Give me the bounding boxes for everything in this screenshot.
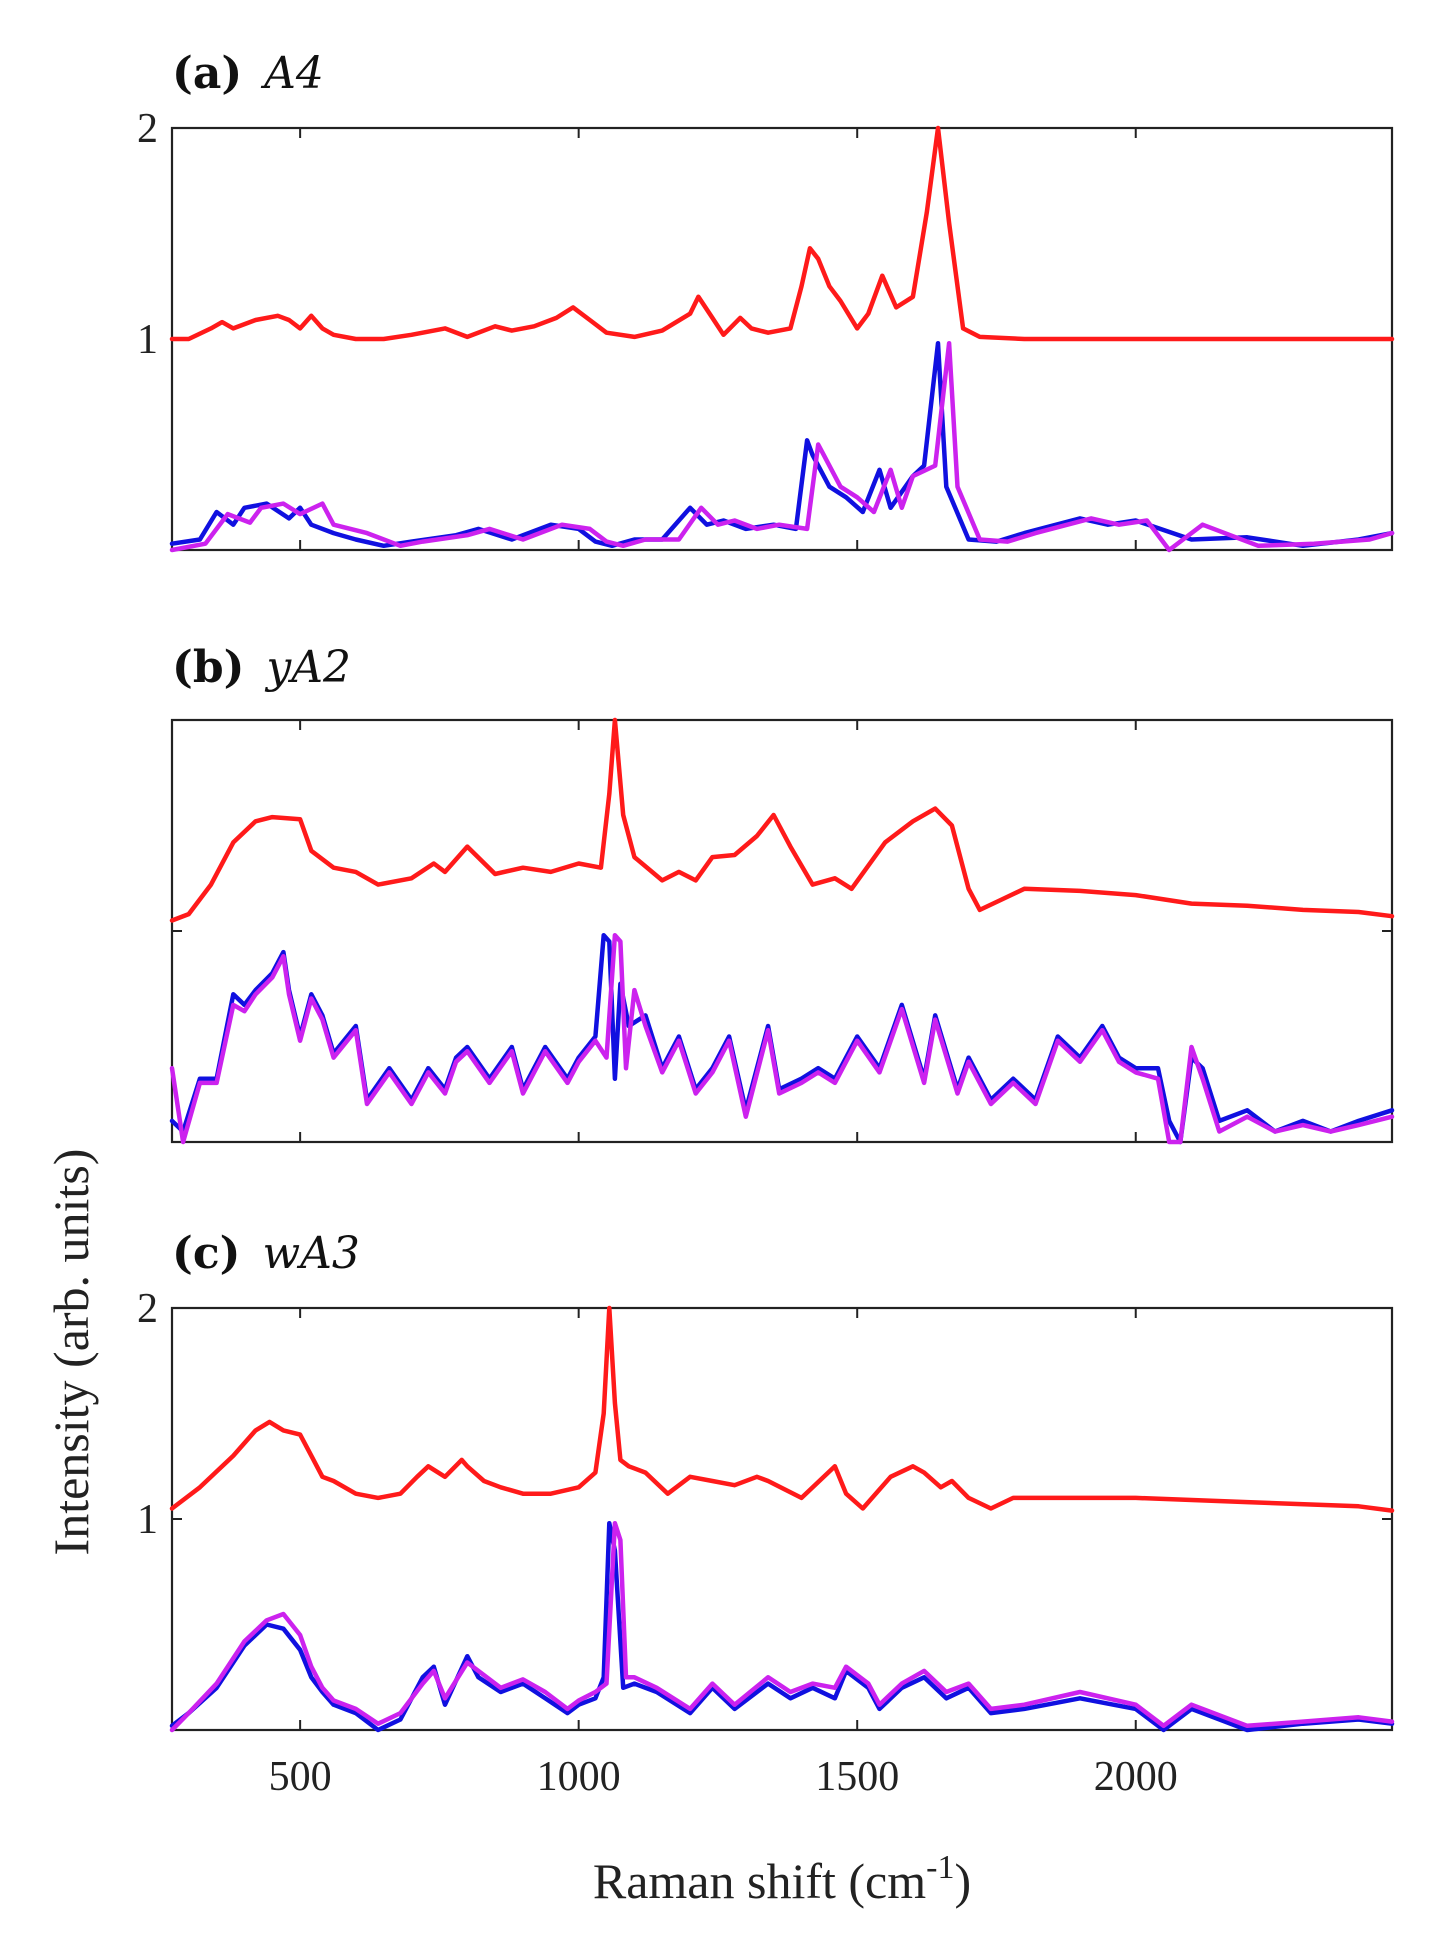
x-axis-label-close: ) xyxy=(954,1853,971,1909)
panel-c-series-upper-line xyxy=(169,1305,1395,1513)
panel-a-series xyxy=(169,125,1395,553)
panel-c-ticks xyxy=(172,1307,1392,1730)
panel-c-name: wA3 xyxy=(262,1228,359,1279)
x-tick-label-1000: 1000 xyxy=(537,1754,621,1800)
panel-b: (b) yA2 xyxy=(169,642,1395,1145)
panel-c-frame xyxy=(170,1306,1394,1732)
panel-c-series-lower-2-line xyxy=(169,1520,1395,1733)
panel-a-series-lower-2-line xyxy=(169,340,1395,553)
panel-b-frame xyxy=(170,718,1394,1144)
panel-c-ytick-2: 2 xyxy=(137,1286,158,1332)
panel-c-series xyxy=(169,1305,1395,1733)
panel-a-ytick-2: 2 xyxy=(137,106,158,152)
panel-a-ytick-1: 1 xyxy=(137,317,158,363)
panel-a-title: (a) A4 xyxy=(172,48,324,99)
panel-c-title: (c) wA3 xyxy=(172,1228,360,1279)
panel-a: (a) A4 2 1 xyxy=(137,48,1395,553)
panel-b-series xyxy=(169,717,1395,1145)
panel-b-title: (b) yA2 xyxy=(172,642,351,693)
panel-c: (c) wA3 2 1 xyxy=(137,1228,1395,1733)
panel-c-ytick-1: 1 xyxy=(137,1497,158,1543)
x-tick-label-1500: 1500 xyxy=(815,1754,899,1800)
x-axis-label: Raman shift (cm-1) xyxy=(593,1849,971,1909)
panel-a-series-lower-1-line xyxy=(169,340,1395,549)
panel-b-series-upper-line xyxy=(169,717,1395,923)
y-axis-label: Intensity (arb. units) xyxy=(43,1149,99,1556)
panel-a-label: (a) xyxy=(172,48,242,99)
panel-c-series-lower-1-line xyxy=(169,1520,1395,1733)
x-axis-label-sup: -1 xyxy=(926,1849,954,1886)
panel-b-series-lower-2-line xyxy=(169,932,1395,1145)
panel-a-series-upper-line xyxy=(169,125,1395,342)
panel-b-name: yA2 xyxy=(264,642,351,693)
x-axis-label-text: Raman shift (cm xyxy=(593,1853,926,1909)
panel-c-label: (c) xyxy=(172,1228,240,1279)
x-tick-labels: 500 1000 1500 2000 xyxy=(269,1754,1178,1800)
x-tick-label-2000: 2000 xyxy=(1094,1754,1178,1800)
panel-a-name: A4 xyxy=(260,48,324,99)
panel-b-ticks xyxy=(172,720,1392,1142)
x-tick-label-500: 500 xyxy=(269,1754,332,1800)
panel-b-label: (b) xyxy=(172,642,244,693)
